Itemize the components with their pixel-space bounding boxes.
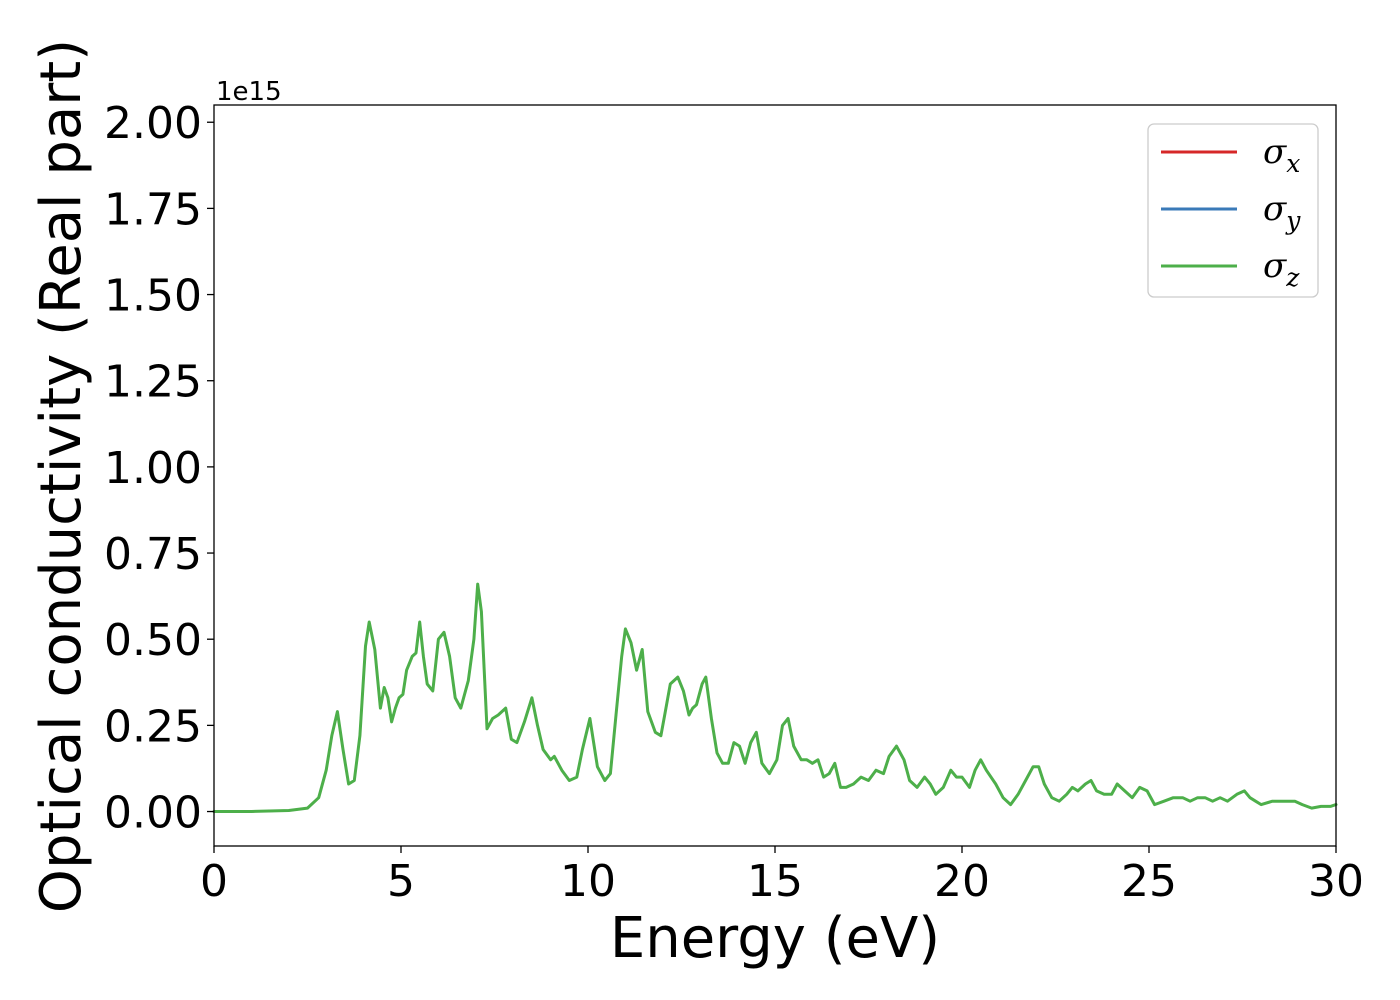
y-axis: 0.00 0.25 0.50 0.75 1.00 1.25 1.50 1.75 2.00 [104, 98, 214, 839]
series-line-z [212, 582, 1338, 813]
y-tick-label: 1.25 [104, 357, 202, 408]
series-layer [212, 582, 1338, 813]
y-tick-label: 0.50 [104, 615, 202, 666]
x-tick-label: 30 [1308, 856, 1364, 907]
x-tick-label: 10 [560, 856, 616, 907]
x-tick-label: 20 [934, 856, 990, 907]
y-tick-label: 0.25 [104, 701, 202, 752]
y-axis-title: Optical conductivity (Real part) [29, 39, 94, 913]
x-axis: 0 5 10 15 20 25 30 [200, 846, 1364, 907]
y-tick-label: 0.75 [104, 529, 202, 580]
y-tick-label: 1.50 [104, 271, 202, 322]
y-tick-label: 0.00 [104, 788, 202, 839]
legend-label-z: σz [1263, 246, 1300, 292]
y-tick-label: 1.75 [104, 184, 202, 235]
x-tick-label: 25 [1121, 856, 1177, 907]
legend-label-y: σy [1263, 189, 1301, 235]
y-tick-label: 1.00 [104, 443, 202, 494]
y-tick-label: 2.00 [104, 98, 202, 149]
x-tick-label: 5 [387, 856, 415, 907]
legend-label-x: σx [1263, 132, 1300, 178]
x-axis-title: Energy (eV) [610, 906, 940, 971]
x-tick-label: 15 [747, 856, 803, 907]
x-tick-label: 0 [200, 856, 228, 907]
legend: σx σy σz [1147, 123, 1319, 298]
y-offset-text: 1e15 [216, 77, 282, 107]
